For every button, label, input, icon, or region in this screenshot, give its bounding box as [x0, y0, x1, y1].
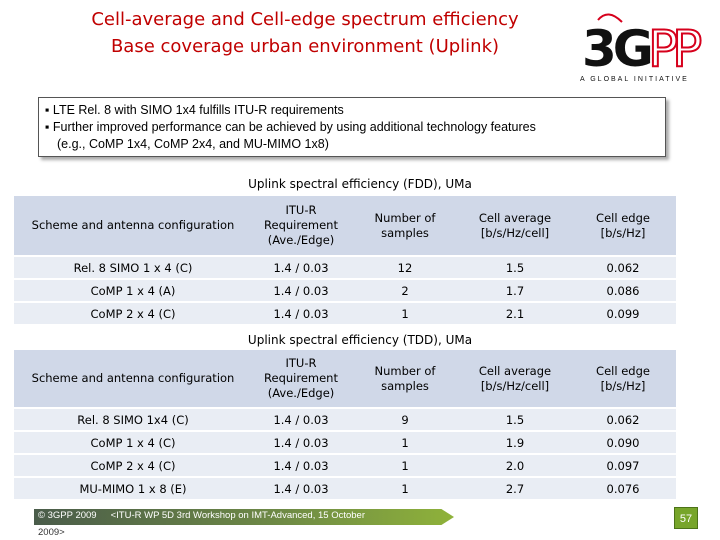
tdd-header-row: Scheme and antenna configuration ITU-R Re… — [14, 350, 676, 409]
tdd-table-cell: 9 — [350, 408, 460, 432]
tdd-table-cell: 0.062 — [570, 408, 676, 432]
fdd-table-cell: 1.4 / 0.03 — [252, 279, 350, 303]
fdd-header-cell: Cell edge [b/s/Hz] — [570, 196, 676, 257]
tdd-table-cell: 1.4 / 0.03 — [252, 431, 350, 455]
fdd-header-cell: ITU-R Requirement (Ave./Edge) — [252, 196, 350, 257]
fdd-header-cell: Cell average [b/s/Hz/cell] — [460, 196, 570, 257]
fdd-table-cell: 1.5 — [460, 256, 570, 280]
tdd-table-cell: 2.7 — [460, 477, 570, 501]
tdd-table-cell: MU-MIMO 1 x 8 (E) — [14, 477, 252, 501]
svg-text:PP: PP — [648, 20, 701, 78]
fdd-table-cell: CoMP 1 x 4 (A) — [14, 279, 252, 303]
tdd-table-cell: 1.9 — [460, 431, 570, 455]
footer-copyright: © 3GPP 2009 — [38, 510, 97, 521]
fdd-table-cell: 0.086 — [570, 279, 676, 303]
summary-line-3: (e.g., CoMP 1x4, CoMP 2x4, and MU-MIMO 1… — [57, 137, 329, 151]
footer-text: © 3GPP 2009 <ITU-R WP 5D 3rd Workshop on … — [38, 510, 365, 521]
fdd-table-cell: 0.099 — [570, 302, 676, 326]
fdd-table-row: CoMP 1 x 4 (A) 1.4 / 0.03 2 1.7 0.086 — [14, 279, 676, 303]
tdd-table-cell: 1.5 — [460, 408, 570, 432]
tdd-table-cell: 2.0 — [460, 454, 570, 478]
fdd-header-cell: Scheme and antenna configuration — [14, 196, 252, 257]
tdd-table-cell: CoMP 2 x 4 (C) — [14, 454, 252, 478]
fdd-table-cell: 1.7 — [460, 279, 570, 303]
tdd-table-row: CoMP 1 x 4 (C) 1.4 / 0.03 1 1.9 0.090 — [14, 431, 676, 455]
tdd-table-row: MU-MIMO 1 x 8 (E) 1.4 / 0.03 1 2.7 0.076 — [14, 477, 676, 501]
title-line-2: Base coverage urban environment (Uplink) — [110, 36, 500, 57]
tdd-table-cell: 1 — [350, 454, 460, 478]
tdd-table-cell: 1.4 / 0.03 — [252, 477, 350, 501]
tdd-table-cell: 1 — [350, 431, 460, 455]
tdd-table-row: Rel. 8 SIMO 1x4 (C) 1.4 / 0.03 9 1.5 0.062 — [14, 408, 676, 432]
tdd-header-cell: Cell average [b/s/Hz/cell] — [460, 350, 570, 409]
page-number: 57 — [674, 507, 698, 529]
tdd-table-cell: 1.4 / 0.03 — [252, 454, 350, 478]
tdd-table-row: CoMP 2 x 4 (C) 1.4 / 0.03 1 2.0 0.097 — [14, 454, 676, 478]
tdd-header-cell: Number of samples — [350, 350, 460, 409]
footer-conference: <ITU-R WP 5D 3rd Workshop on IMT-Advance… — [110, 510, 365, 521]
tdd-table-cell: 0.090 — [570, 431, 676, 455]
fdd-table-cell: Rel. 8 SIMO 1 x 4 (C) — [14, 256, 252, 280]
fdd-table-cell: 2 — [350, 279, 460, 303]
summary-box: ▪ LTE Rel. 8 with SIMO 1x4 fulfills ITU-… — [38, 97, 666, 157]
fdd-table-cell: 1.4 / 0.03 — [252, 256, 350, 280]
footer-bar — [34, 509, 454, 525]
footer-continuation: 2009> — [38, 527, 65, 538]
fdd-table-cell: 1 — [350, 302, 460, 326]
tdd-header-cell: ITU-R Requirement (Ave./Edge) — [252, 350, 350, 409]
tdd-table-cell: 0.076 — [570, 477, 676, 501]
fdd-table-cell: 2.1 — [460, 302, 570, 326]
tdd-table-cell: Rel. 8 SIMO 1x4 (C) — [14, 408, 252, 432]
fdd-table-caption: Uplink spectral efficiency (FDD), UMa — [248, 177, 472, 191]
summary-line-2: ▪ Further improved performance can be ac… — [45, 120, 536, 134]
slide-title: Cell-average and Cell-edge spectrum effi… — [40, 6, 570, 60]
tdd-table-cell: CoMP 1 x 4 (C) — [14, 431, 252, 455]
fdd-table-cell: CoMP 2 x 4 (C) — [14, 302, 252, 326]
fdd-header-row: Scheme and antenna configuration ITU-R Re… — [14, 196, 676, 257]
title-line-1: Cell-average and Cell-edge spectrum effi… — [91, 9, 519, 30]
fdd-spectral-efficiency-table: Scheme and antenna configuration ITU-R Re… — [14, 196, 676, 326]
tdd-header-cell: Scheme and antenna configuration — [14, 350, 252, 409]
tdd-table-caption: Uplink spectral efficiency (TDD), UMa — [247, 333, 473, 347]
fdd-header-cell: Number of samples — [350, 196, 460, 257]
fdd-table-row: Rel. 8 SIMO 1 x 4 (C) 1.4 / 0.03 12 1.5 0.06… — [14, 256, 676, 280]
svg-text:3G: 3G — [582, 20, 651, 78]
tdd-table-cell: 1 — [350, 477, 460, 501]
tdd-table-cell: 1.4 / 0.03 — [252, 408, 350, 432]
tdd-spectral-efficiency-table: Scheme and antenna configuration ITU-R Re… — [14, 350, 676, 501]
summary-line-1: ▪ LTE Rel. 8 with SIMO 1x4 fulfills ITU-… — [45, 103, 344, 117]
fdd-table-cell: 0.062 — [570, 256, 676, 280]
tdd-table-cell: 0.097 — [570, 454, 676, 478]
logo-tagline: A GLOBAL INITIATIVE — [580, 76, 689, 83]
3gpp-logo: 3G PP — [582, 13, 708, 79]
fdd-table-cell: 12 — [350, 256, 460, 280]
fdd-table-cell: 1.4 / 0.03 — [252, 302, 350, 326]
tdd-header-cell: Cell edge [b/s/Hz] — [570, 350, 676, 409]
fdd-table-row: CoMP 2 x 4 (C) 1.4 / 0.03 1 2.1 0.099 — [14, 302, 676, 326]
